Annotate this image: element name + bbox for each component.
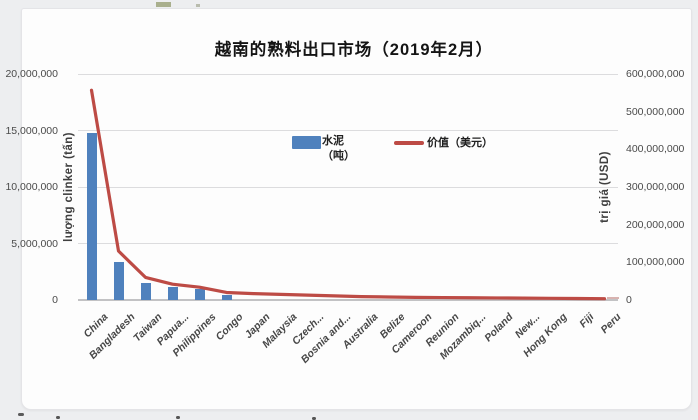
y-axis-label-right: 300,000,000 bbox=[626, 181, 685, 193]
y-axis-label-right: 100,000,000 bbox=[626, 256, 685, 269]
legend-bar-swatch bbox=[292, 136, 321, 149]
bar bbox=[194, 289, 205, 300]
y-axis-label-left: 20,000,000 bbox=[5, 68, 58, 80]
artifact-bottom-dot bbox=[312, 417, 316, 420]
artifact-bottom-dot bbox=[18, 413, 24, 416]
y-axis-label-left: 15,000,000 bbox=[5, 124, 58, 137]
legend-line-label: 价值（美元） bbox=[427, 137, 493, 149]
y-axis-label-left: 5,000,000 bbox=[11, 237, 58, 250]
gridline bbox=[78, 243, 618, 244]
legend-bar-label-line1: 水泥 bbox=[322, 135, 344, 147]
bar bbox=[221, 294, 232, 300]
y-axis-label-right: 400,000,000 bbox=[626, 143, 685, 156]
chart-title: 越南的熟料出口市场（2019年2月） bbox=[214, 41, 494, 59]
y-axis-label-right: 600,000,000 bbox=[626, 68, 685, 80]
artifact-top-dot bbox=[196, 4, 200, 7]
legend-line-swatch bbox=[394, 141, 424, 145]
bar bbox=[167, 287, 178, 300]
bar bbox=[86, 132, 97, 300]
y-axis-label-right: 500,000,000 bbox=[626, 105, 685, 118]
artifact-axis-end-dash bbox=[607, 297, 619, 299]
artifact-top-olive-mark bbox=[156, 2, 171, 7]
gridline bbox=[78, 186, 618, 188]
artifact-bottom-dot bbox=[56, 416, 60, 419]
gridline bbox=[78, 73, 618, 75]
legend-bar-label-line2: （吨） bbox=[322, 150, 355, 162]
y-axis-label-right: 200,000,000 bbox=[626, 218, 685, 231]
y-axis-label-left: 0 bbox=[52, 294, 58, 306]
y-axis-label-left: 10,000,000 bbox=[5, 181, 58, 193]
bar bbox=[113, 262, 124, 300]
y-axis-label-right: 0 bbox=[626, 294, 632, 306]
legend-bar-label: 水泥 （吨） bbox=[322, 134, 392, 164]
artifact-bottom-dot bbox=[176, 416, 180, 419]
gridline bbox=[78, 130, 618, 131]
x-axis-baseline bbox=[78, 299, 618, 301]
bar bbox=[140, 283, 151, 300]
